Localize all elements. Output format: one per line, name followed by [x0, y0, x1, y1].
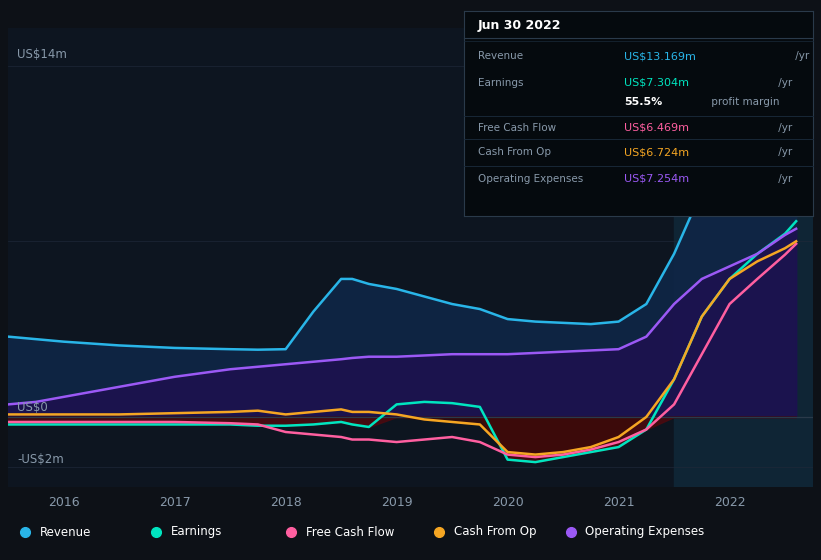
Text: US$7.304m: US$7.304m [624, 78, 690, 88]
Text: Free Cash Flow: Free Cash Flow [478, 123, 556, 133]
Text: Operating Expenses: Operating Expenses [478, 174, 583, 184]
Text: /yr: /yr [775, 147, 792, 157]
Text: Earnings: Earnings [171, 525, 222, 539]
Text: Free Cash Flow: Free Cash Flow [306, 525, 395, 539]
Text: 55.5%: 55.5% [624, 97, 663, 107]
Text: US$13.169m: US$13.169m [624, 51, 696, 61]
Text: US$6.724m: US$6.724m [624, 147, 690, 157]
Text: Revenue: Revenue [39, 525, 91, 539]
Text: Revenue: Revenue [478, 51, 523, 61]
Text: US$6.469m: US$6.469m [624, 123, 690, 133]
Text: US$14m: US$14m [17, 48, 67, 60]
Text: Operating Expenses: Operating Expenses [585, 525, 704, 539]
Text: US$7.254m: US$7.254m [624, 174, 690, 184]
Text: Cash From Op: Cash From Op [478, 147, 551, 157]
Bar [674, 28, 821, 487]
Text: Jun 30 2022: Jun 30 2022 [478, 19, 562, 32]
Text: /yr: /yr [775, 123, 792, 133]
Text: /yr: /yr [791, 51, 810, 61]
Text: Earnings: Earnings [478, 78, 523, 88]
Text: Cash From Op: Cash From Op [454, 525, 536, 539]
Text: US$0: US$0 [17, 402, 48, 414]
Text: -US$2m: -US$2m [17, 453, 64, 466]
Text: /yr: /yr [775, 174, 792, 184]
Text: profit margin: profit margin [708, 97, 780, 107]
Text: /yr: /yr [775, 78, 792, 88]
